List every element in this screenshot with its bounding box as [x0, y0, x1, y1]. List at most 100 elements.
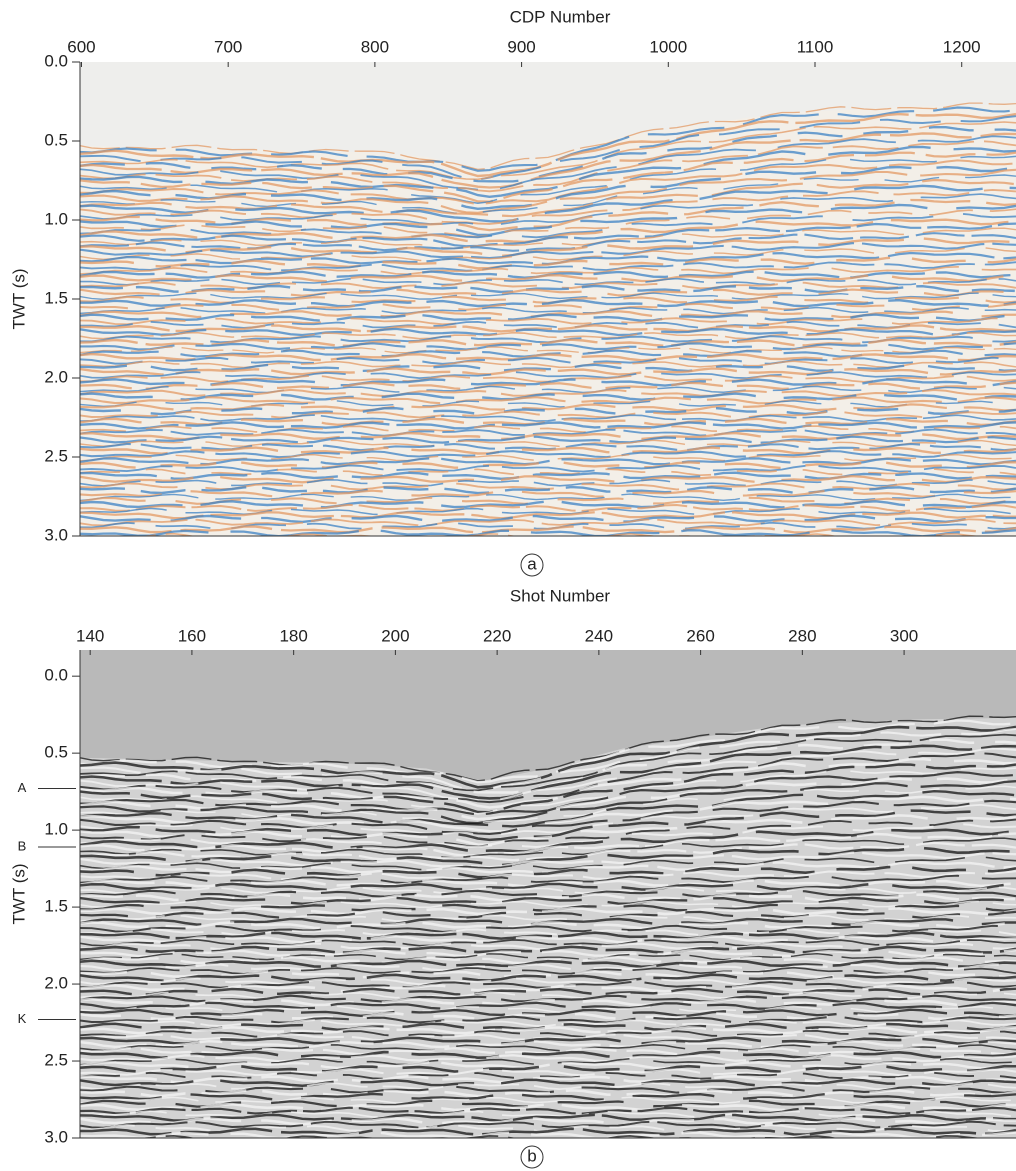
reflector: [80, 485, 1016, 495]
x-tick-label: 280: [788, 626, 816, 645]
reflector: [80, 832, 1016, 857]
reflector: [80, 934, 1016, 944]
x-tick-label: 260: [686, 626, 714, 645]
y-tick-label: 1.0: [44, 209, 68, 228]
y-tick-label: 2.0: [44, 974, 68, 993]
reflector: [80, 882, 1016, 892]
reflector: [80, 168, 1016, 214]
reflector: [80, 474, 1016, 484]
reflector: [80, 1078, 1016, 1087]
reflector: [80, 313, 1016, 322]
x-tick-label: 160: [178, 626, 206, 645]
reflector: [80, 1120, 1016, 1129]
reflector: [80, 1068, 1016, 1077]
reflector: [80, 814, 1016, 846]
panel-label: a: [527, 554, 537, 573]
reflector: [80, 385, 1016, 394]
x-tick-label: 700: [214, 37, 242, 56]
reflector: [80, 1001, 1016, 1010]
reflector: [80, 949, 1016, 958]
reflector: [80, 378, 1016, 387]
reflector: [80, 227, 1016, 250]
reflector: [80, 952, 1016, 961]
reflector: [80, 135, 1016, 191]
reflector: [80, 1127, 1016, 1136]
reflector: [80, 1106, 1016, 1115]
y-tick-label: 2.5: [44, 446, 68, 465]
reflector: [80, 1019, 1016, 1028]
reflector: [80, 360, 1016, 369]
reflector: [80, 414, 1016, 423]
reflector: [80, 503, 1016, 513]
reflector: [80, 281, 1016, 290]
panel-label-circle: [520, 553, 544, 577]
reflector: [80, 914, 1016, 923]
reflector: [80, 1096, 1016, 1105]
reflector: [80, 966, 1016, 975]
reflector: [80, 1036, 1016, 1046]
reflector: [80, 155, 1016, 204]
reflector: [80, 112, 1016, 178]
y-tick-label: 3.0: [44, 525, 68, 544]
reflector: [80, 799, 1016, 835]
reflector: [80, 795, 1016, 833]
reflector: [80, 987, 1016, 997]
water-column: [80, 650, 1016, 781]
x-tick-label: 220: [483, 626, 511, 645]
reflector: [80, 284, 1016, 294]
x-axis-label: CDP Number: [510, 7, 611, 26]
reflector: [80, 893, 1016, 902]
reflector: [80, 464, 1016, 473]
reflector: [80, 327, 1016, 337]
reflector: [80, 1011, 1016, 1021]
reflector: [80, 931, 1016, 940]
horizon-label: B: [18, 838, 27, 853]
x-tick-label: 1000: [649, 37, 687, 56]
reflector: [80, 1054, 1016, 1063]
reflector: [80, 331, 1016, 340]
reflector: [80, 733, 1016, 792]
reflector: [80, 870, 1016, 881]
reflector: [80, 874, 1016, 884]
reflector: [80, 1075, 1016, 1084]
reflector: [80, 222, 1016, 248]
x-tick-label: 1200: [943, 37, 981, 56]
reflector: [80, 500, 1016, 509]
x-tick-label: 800: [361, 37, 389, 56]
reflector: [80, 763, 1016, 814]
water-column: [80, 62, 1016, 170]
reflector: [80, 468, 1016, 477]
reflector: [80, 525, 1016, 534]
reflector: [80, 338, 1016, 348]
reflector: [80, 306, 1016, 315]
reflector: [80, 924, 1016, 933]
y-tick-label: 0.0: [44, 666, 68, 685]
reflector: [80, 780, 1016, 825]
reflector: [80, 460, 1016, 470]
reflector: [80, 777, 1016, 821]
reflector: [80, 1088, 1016, 1098]
reflector: [80, 367, 1016, 376]
y-tick-label: 2.5: [44, 1051, 68, 1070]
reflector: [80, 425, 1016, 433]
reflector: [80, 265, 1016, 276]
reflector: [80, 1039, 1016, 1049]
reflector: [80, 302, 1016, 312]
reflector: [80, 184, 1016, 223]
reflector: [80, 514, 1016, 524]
reflector: [80, 489, 1016, 498]
reflector: [80, 410, 1016, 419]
reflector: [80, 115, 1016, 181]
reflector: [80, 928, 1016, 937]
reflector: [80, 446, 1016, 455]
y-axis-label: TWT (s): [9, 863, 28, 924]
reflector: [80, 400, 1016, 408]
reflector: [80, 298, 1016, 308]
reflector: [80, 242, 1016, 260]
reflector: [80, 959, 1016, 969]
reflector: [80, 511, 1016, 520]
reflector: [80, 246, 1016, 262]
reflector: [80, 1026, 1016, 1035]
reflector: [80, 346, 1016, 354]
reflector: [80, 140, 1016, 193]
